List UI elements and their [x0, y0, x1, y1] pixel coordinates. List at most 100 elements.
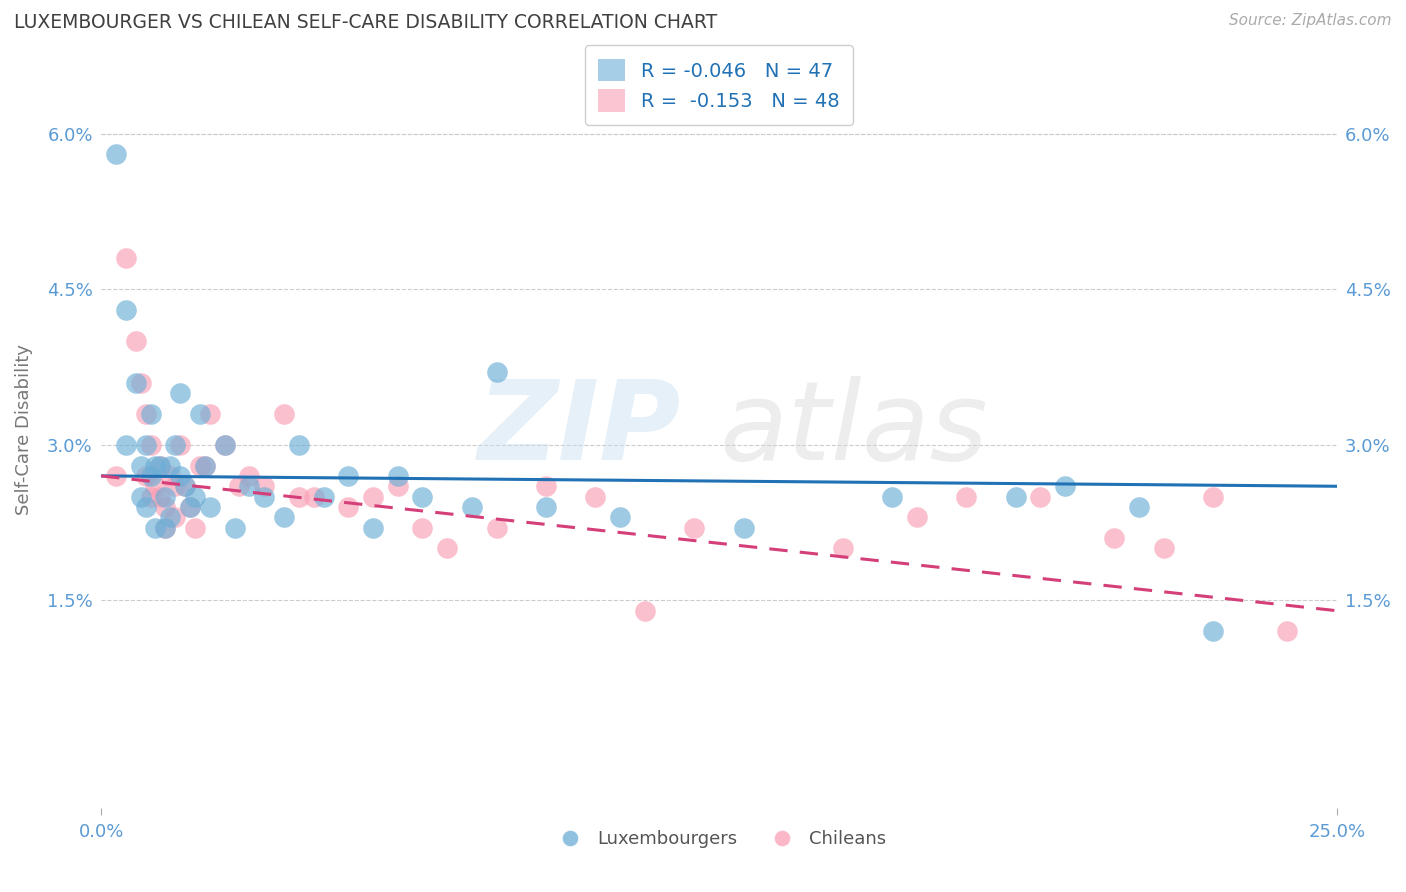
Point — [288, 490, 311, 504]
Point — [169, 438, 191, 452]
Point — [145, 458, 167, 473]
Point — [129, 458, 152, 473]
Point — [174, 479, 197, 493]
Point — [184, 521, 207, 535]
Point — [104, 147, 127, 161]
Point — [880, 490, 903, 504]
Point — [1104, 531, 1126, 545]
Point — [1128, 500, 1150, 514]
Point — [387, 469, 409, 483]
Point — [129, 376, 152, 390]
Point — [135, 469, 157, 483]
Point — [198, 407, 221, 421]
Point — [683, 521, 706, 535]
Point — [337, 500, 360, 514]
Point — [411, 490, 433, 504]
Point — [485, 521, 508, 535]
Point — [179, 500, 201, 514]
Text: LUXEMBOURGER VS CHILEAN SELF-CARE DISABILITY CORRELATION CHART: LUXEMBOURGER VS CHILEAN SELF-CARE DISABI… — [14, 13, 717, 32]
Point — [194, 458, 217, 473]
Point — [139, 469, 162, 483]
Point — [583, 490, 606, 504]
Point — [169, 469, 191, 483]
Point — [159, 469, 181, 483]
Point — [165, 510, 187, 524]
Point — [1029, 490, 1052, 504]
Point — [179, 500, 201, 514]
Point — [125, 334, 148, 348]
Point — [1277, 624, 1299, 639]
Point — [155, 521, 177, 535]
Point — [155, 490, 177, 504]
Point — [174, 479, 197, 493]
Point — [135, 407, 157, 421]
Point — [361, 490, 384, 504]
Point — [361, 521, 384, 535]
Point — [149, 458, 172, 473]
Point — [955, 490, 977, 504]
Point — [129, 490, 152, 504]
Point — [1202, 490, 1225, 504]
Point — [139, 490, 162, 504]
Point — [238, 469, 260, 483]
Point — [253, 479, 276, 493]
Point — [273, 510, 295, 524]
Point — [135, 500, 157, 514]
Legend: Luxembourgers, Chileans: Luxembourgers, Chileans — [544, 823, 893, 855]
Point — [905, 510, 928, 524]
Point — [302, 490, 325, 504]
Point — [194, 458, 217, 473]
Point — [387, 479, 409, 493]
Point — [188, 407, 211, 421]
Point — [214, 438, 236, 452]
Point — [155, 521, 177, 535]
Point — [534, 500, 557, 514]
Point — [165, 479, 187, 493]
Point — [149, 490, 172, 504]
Point — [831, 541, 853, 556]
Point — [1202, 624, 1225, 639]
Point — [114, 438, 136, 452]
Point — [159, 458, 181, 473]
Text: ZIP: ZIP — [478, 376, 682, 483]
Y-axis label: Self-Care Disability: Self-Care Disability — [15, 343, 32, 515]
Point — [145, 479, 167, 493]
Point — [634, 604, 657, 618]
Point — [145, 521, 167, 535]
Point — [1053, 479, 1076, 493]
Point — [238, 479, 260, 493]
Point — [224, 521, 246, 535]
Point — [139, 438, 162, 452]
Point — [228, 479, 250, 493]
Point — [169, 385, 191, 400]
Point — [139, 407, 162, 421]
Point — [461, 500, 484, 514]
Point — [1004, 490, 1026, 504]
Text: atlas: atlas — [718, 376, 987, 483]
Point — [1153, 541, 1175, 556]
Point — [609, 510, 631, 524]
Point — [411, 521, 433, 535]
Point — [485, 365, 508, 379]
Point — [159, 510, 181, 524]
Point — [198, 500, 221, 514]
Point — [337, 469, 360, 483]
Point — [165, 438, 187, 452]
Point — [436, 541, 458, 556]
Point — [104, 469, 127, 483]
Point — [114, 251, 136, 265]
Point — [273, 407, 295, 421]
Point — [288, 438, 311, 452]
Point — [312, 490, 335, 504]
Point — [135, 438, 157, 452]
Point — [149, 458, 172, 473]
Point — [114, 302, 136, 317]
Point — [733, 521, 755, 535]
Point — [534, 479, 557, 493]
Point — [155, 500, 177, 514]
Point — [188, 458, 211, 473]
Point — [214, 438, 236, 452]
Point — [253, 490, 276, 504]
Text: Source: ZipAtlas.com: Source: ZipAtlas.com — [1229, 13, 1392, 29]
Point — [184, 490, 207, 504]
